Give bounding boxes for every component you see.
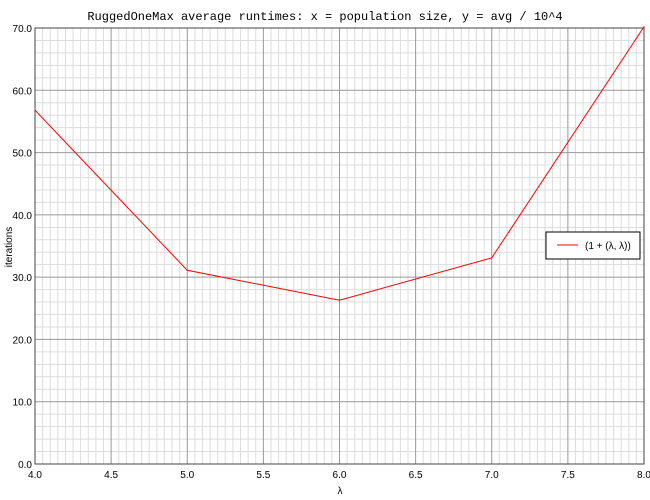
y-tick-label: 20.0 <box>13 335 33 346</box>
data-point <box>491 257 493 259</box>
data-point <box>338 299 341 301</box>
y-axis-label: iterations <box>4 227 15 268</box>
x-tick-label: 5.5 <box>256 470 270 481</box>
y-tick-label: 60.0 <box>13 86 33 97</box>
y-tick-label: 10.0 <box>13 398 33 409</box>
data-point <box>186 269 188 271</box>
y-tick-label: 40.0 <box>13 211 33 222</box>
x-tick-label: 7.0 <box>485 470 499 481</box>
y-tick-label: 0.0 <box>18 460 32 471</box>
y-tick-label: 70.0 <box>13 24 33 35</box>
x-tick-label: 5.0 <box>180 470 194 481</box>
data-point <box>643 26 645 28</box>
legend: (1 + (λ, λ)) <box>545 231 641 260</box>
x-tick-label: 4.0 <box>28 470 42 481</box>
y-tick-label: 30.0 <box>13 273 33 284</box>
x-axis-ticks: 4.0 4.5 5.0 5.5 6.0 6.5 7.0 7.5 8.0 <box>28 470 650 481</box>
x-tick-label: 6.0 <box>333 470 347 481</box>
x-tick-label: 6.5 <box>409 470 423 481</box>
series-layer <box>34 26 645 301</box>
x-tick-label: 8.0 <box>637 470 650 481</box>
y-axis-ticks: 0.0 10.0 20.0 30.0 40.0 50.0 60.0 70.0 <box>13 24 33 471</box>
data-point <box>34 109 36 111</box>
chart-title: RuggedOneMax average runtimes: x = popul… <box>87 10 562 24</box>
legend-label-series-0: (1 + (λ, λ)) <box>585 241 631 252</box>
x-axis-label: λ <box>338 486 343 497</box>
y-tick-label: 50.0 <box>13 149 33 160</box>
x-tick-label: 7.5 <box>561 470 575 481</box>
plot-frame <box>34 27 645 465</box>
x-tick-label: 4.5 <box>104 470 118 481</box>
